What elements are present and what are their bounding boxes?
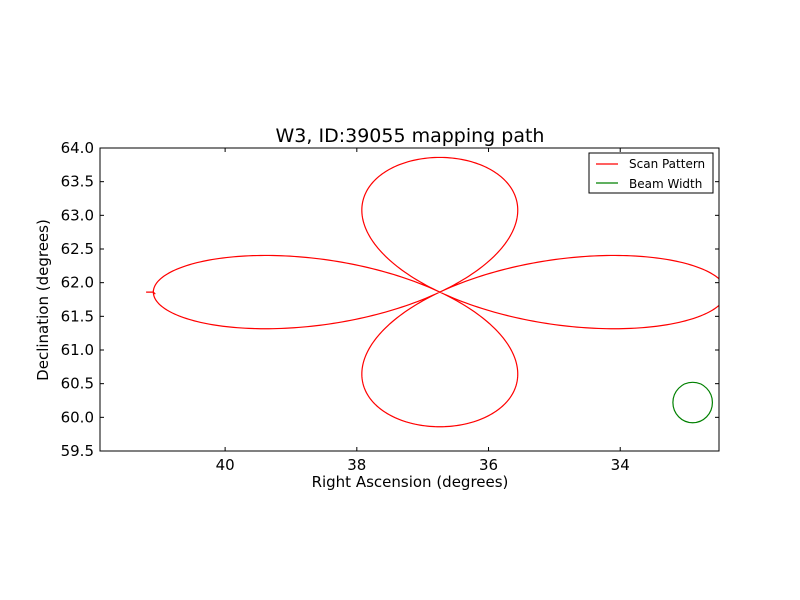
y-axis: 59.5 60.0 60.5 61.0 61.5 62.0 62.5 63.0 63.5 64.0 (61, 139, 719, 460)
legend-box (588, 152, 714, 194)
x-tick-label: 38 (347, 456, 366, 474)
x-axis-title: Right Ascension (degrees) (312, 473, 509, 491)
series-beam-width (672, 381, 714, 424)
chart-title: W3, ID:39055 mapping path (276, 125, 545, 147)
x-tick-label: 40 (216, 456, 235, 474)
y-axis-title: Declination (degrees) (34, 219, 52, 381)
x-tick-label: 36 (479, 456, 498, 474)
y-tick-label: 62.0 (61, 274, 94, 292)
y-tick-label: 62.5 (61, 240, 94, 258)
plot-frame (99, 147, 720, 452)
plot-area (146, 156, 719, 428)
y-tick-label: 64.0 (61, 139, 94, 157)
x-axis: 40 38 36 34 (216, 148, 630, 474)
legend-label-scan-pattern: Scan Pattern (629, 157, 705, 171)
y-tick-label: 61.0 (61, 341, 94, 359)
y-tick-label: 60.5 (61, 375, 94, 393)
legend: Scan Pattern Beam Width (588, 152, 714, 194)
legend-label-beam-width: Beam Width (629, 177, 702, 191)
series-scan-pattern (146, 156, 719, 428)
x-tick-label: 34 (611, 456, 630, 474)
y-tick-label: 59.5 (61, 442, 94, 460)
y-tick-label: 63.0 (61, 206, 94, 224)
y-tick-label: 61.5 (61, 307, 94, 325)
y-tick-label: 60.0 (61, 408, 94, 426)
y-tick-label: 63.5 (61, 173, 94, 191)
